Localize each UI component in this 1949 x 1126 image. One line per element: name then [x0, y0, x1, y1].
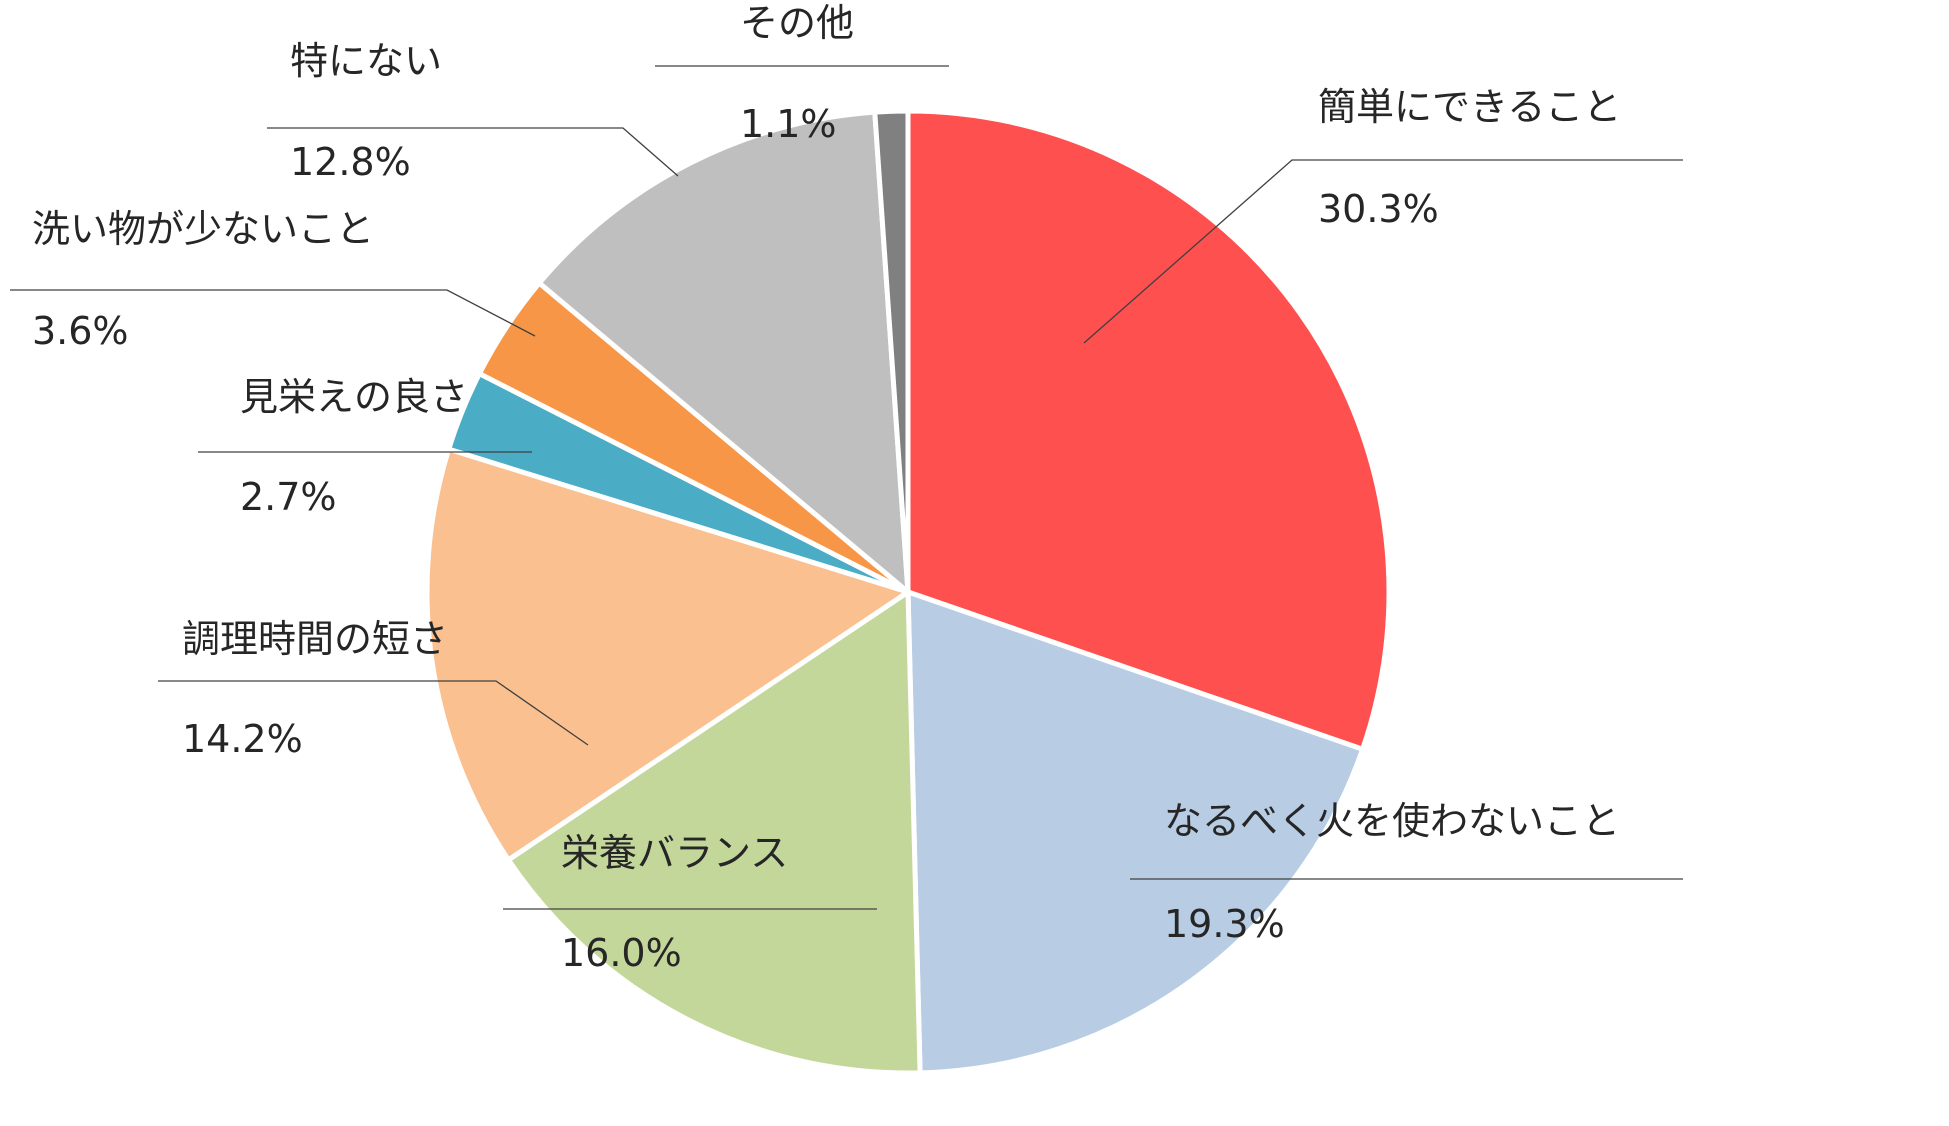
- slice-value-8: 1.1%: [740, 102, 837, 146]
- pie-slice-1: [905, 108, 1392, 752]
- slice-value-5: 2.7%: [240, 475, 337, 519]
- slice-value-6: 3.6%: [32, 309, 129, 353]
- slice-label-8: その他: [740, 1, 854, 45]
- leader-line-1: [1083, 159, 1683, 344]
- slice-labels: 簡単にできること 30.3% なるべく火を使わないこと 19.3% 栄養バランス 16.0…: [32, 1, 1621, 975]
- slice-value-1: 30.3%: [1318, 187, 1439, 231]
- leader-line-4: [158, 680, 589, 746]
- leader-lines: [10, 65, 1683, 910]
- slice-label-1: 簡単にできること: [1318, 85, 1621, 129]
- slice-value-4: 14.2%: [182, 717, 303, 761]
- slice-label-7: 特にない: [290, 39, 442, 83]
- pie-slices: [424, 108, 1392, 1076]
- slice-value-3: 16.0%: [561, 931, 682, 975]
- pie-slice-2: [905, 589, 1366, 1076]
- slice-value-7: 12.8%: [290, 140, 411, 184]
- slice-label-2: なるべく火を使わないこと: [1164, 799, 1620, 843]
- pie-slice-7: [536, 109, 911, 595]
- pie-slice-8: [872, 108, 911, 595]
- slice-label-5: 見栄えの良さ: [240, 375, 468, 419]
- slice-label-6: 洗い物が少ないこと: [32, 207, 374, 251]
- leader-line-7: [267, 127, 679, 177]
- slice-label-4: 調理時間の短さ: [182, 617, 448, 661]
- pie-slice-3: [505, 589, 923, 1076]
- slice-value-2: 19.3%: [1164, 902, 1285, 946]
- pie-slice-4: [424, 446, 911, 863]
- leader-line-6: [10, 289, 536, 337]
- slice-label-3: 栄養バランス: [561, 831, 788, 875]
